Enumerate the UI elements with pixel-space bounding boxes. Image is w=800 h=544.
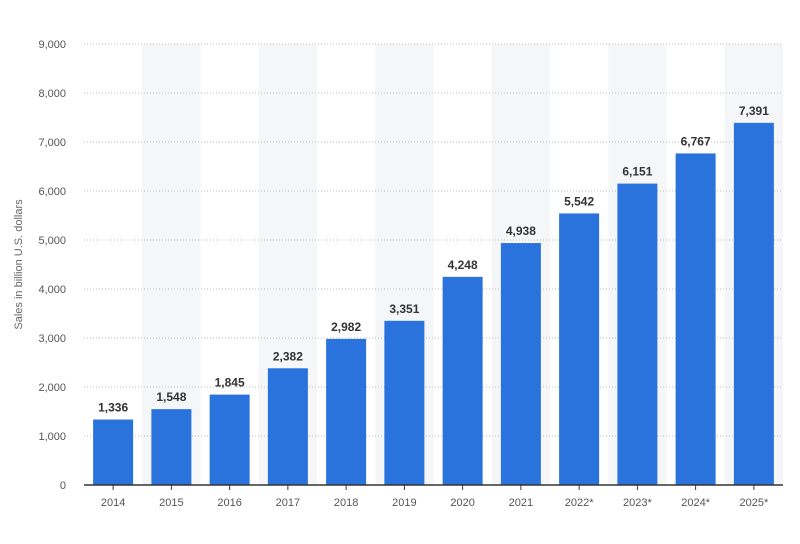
x-tick-label: 2014: [101, 497, 125, 509]
data-label: 1,336: [98, 401, 128, 415]
x-tick-label: 2020: [450, 497, 474, 509]
bar: [151, 409, 192, 485]
x-tick-label: 2024*: [681, 497, 710, 509]
x-axis-ticks: 2014 2015 2016 2017 2018 2019 2020 2021 2022* 202…: [101, 485, 769, 509]
bar: [326, 338, 367, 485]
data-label: 6,151: [622, 165, 652, 179]
data-label: 4,248: [448, 258, 478, 272]
x-tick-label: 2019: [392, 497, 416, 509]
x-tick-label: 2021: [509, 497, 533, 509]
bar: [559, 213, 600, 485]
bar: [733, 122, 774, 485]
y-tick-label: 4,000: [38, 284, 66, 296]
data-label: 7,391: [739, 104, 769, 118]
y-tick-label: 0: [60, 480, 66, 492]
data-label: 1,845: [215, 376, 245, 390]
data-labels: 1,336 1,548 1,845 2,382 2,982 3,351 4,248 4,938…: [98, 104, 769, 415]
bar: [93, 419, 134, 485]
bar: [442, 276, 483, 485]
gridlines: [84, 43, 783, 437]
y-axis-title: Sales in billion U.S. dollars: [13, 199, 25, 330]
x-tick-label: 2018: [334, 497, 358, 509]
y-tick-label: 3,000: [38, 333, 66, 345]
data-label: 1,548: [156, 390, 186, 404]
y-tick-label: 8,000: [38, 88, 66, 100]
bar: [267, 368, 308, 485]
data-label: 4,938: [506, 224, 536, 238]
data-label: 5,542: [564, 194, 594, 208]
x-tick-label: 2015: [159, 497, 183, 509]
data-label: 2,382: [273, 349, 303, 363]
x-tick-label: 2025*: [739, 497, 768, 509]
y-tick-label: 7,000: [38, 137, 66, 149]
data-label: 2,982: [331, 320, 361, 334]
data-label: 6,767: [681, 134, 711, 148]
x-tick-label: 2023*: [623, 497, 652, 509]
y-tick-label: 9,000: [38, 39, 66, 51]
bar: [675, 153, 716, 486]
x-tick-label: 2017: [276, 497, 300, 509]
data-label: 3,351: [389, 302, 419, 316]
bar: [617, 183, 658, 485]
x-tick-label: 2016: [217, 497, 241, 509]
bar: [500, 243, 541, 485]
bar: [384, 320, 425, 485]
x-tick-label: 2022*: [565, 497, 594, 509]
y-tick-label: 2,000: [38, 382, 66, 394]
y-tick-label: 5,000: [38, 235, 66, 247]
y-tick-label: 1,000: [38, 431, 66, 443]
y-tick-label: 6,000: [38, 186, 66, 198]
bar: [209, 394, 250, 485]
y-axis-ticks: 0 1,000 2,000 3,000 4,000 5,000 6,000 7,000 8,00…: [38, 39, 66, 492]
bars: [93, 122, 774, 486]
